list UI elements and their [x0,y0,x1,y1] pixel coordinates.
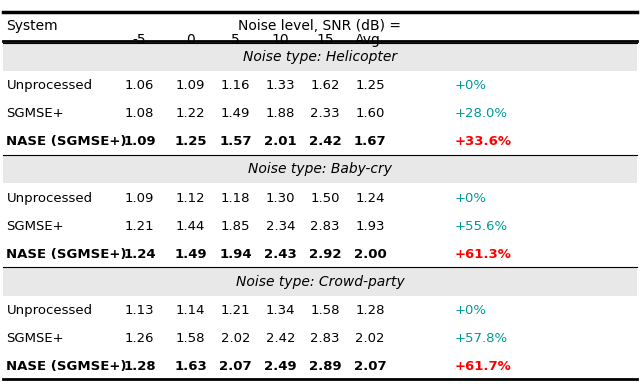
Text: 1.57: 1.57 [220,135,252,149]
Text: 2.07: 2.07 [354,360,386,373]
Text: +0%: +0% [454,191,486,205]
Text: 1.12: 1.12 [176,191,205,205]
Text: +61.3%: +61.3% [454,248,511,261]
Bar [3,155,637,183]
Text: 1.58: 1.58 [176,332,205,345]
Text: 2.34: 2.34 [266,220,295,233]
Text: 1.85: 1.85 [221,220,250,233]
Text: 2.01: 2.01 [264,135,296,149]
Text: +57.8%: +57.8% [454,332,508,345]
Text: 2.07: 2.07 [220,360,252,373]
Text: 1.93: 1.93 [355,220,385,233]
Text: NASE (SGMSE+): NASE (SGMSE+) [6,135,127,149]
Text: 2.02: 2.02 [221,332,250,345]
Text: 2.92: 2.92 [309,248,341,261]
Text: 1.67: 1.67 [354,135,386,149]
Text: 2.49: 2.49 [264,360,296,373]
Text: 1.94: 1.94 [220,248,252,261]
Text: Noise type: Crowd-party: Noise type: Crowd-party [236,275,404,289]
Text: 1.25: 1.25 [175,135,207,149]
Text: Unprocessed: Unprocessed [6,191,93,205]
Text: 2.42: 2.42 [266,332,295,345]
Text: 2.89: 2.89 [309,360,341,373]
Text: Avg.: Avg. [355,33,385,47]
Text: SGMSE+: SGMSE+ [6,107,64,121]
Text: 1.50: 1.50 [310,191,340,205]
Text: 2.00: 2.00 [353,248,387,261]
Text: 1.49: 1.49 [221,107,250,121]
Text: 1.06: 1.06 [125,79,154,92]
Text: 1.09: 1.09 [176,79,205,92]
Text: 1.62: 1.62 [310,79,340,92]
Text: 2.83: 2.83 [310,220,340,233]
Text: +55.6%: +55.6% [454,220,508,233]
Text: 1.63: 1.63 [174,360,207,373]
Text: 2.02: 2.02 [355,332,385,345]
Text: 5: 5 [231,33,240,47]
Text: 2.83: 2.83 [310,332,340,345]
Text: NASE (SGMSE+): NASE (SGMSE+) [6,360,127,373]
Text: 1.34: 1.34 [266,304,295,317]
Text: 10: 10 [271,33,289,47]
Text: 1.44: 1.44 [176,220,205,233]
Text: 1.14: 1.14 [176,304,205,317]
Text: 1.09: 1.09 [125,191,154,205]
Text: 1.28: 1.28 [355,304,385,317]
Text: 1.16: 1.16 [221,79,250,92]
Text: SGMSE+: SGMSE+ [6,220,64,233]
Text: System: System [6,19,58,33]
Text: 1.21: 1.21 [125,220,154,233]
Text: 1.13: 1.13 [125,304,154,317]
Text: Unprocessed: Unprocessed [6,79,93,92]
Text: 1.88: 1.88 [266,107,295,121]
Text: NASE (SGMSE+): NASE (SGMSE+) [6,248,127,261]
Text: 15: 15 [316,33,334,47]
Text: -5: -5 [132,33,147,47]
Text: 0: 0 [186,33,195,47]
Text: 1.33: 1.33 [266,79,295,92]
Text: 1.21: 1.21 [221,304,250,317]
Text: +0%: +0% [454,304,486,317]
Text: 2.43: 2.43 [264,248,297,261]
Text: 2.33: 2.33 [310,107,340,121]
Text: SGMSE+: SGMSE+ [6,332,64,345]
Text: 2.42: 2.42 [309,135,341,149]
Text: +0%: +0% [454,79,486,92]
Text: 1.08: 1.08 [125,107,154,121]
Text: Unprocessed: Unprocessed [6,304,93,317]
Text: +33.6%: +33.6% [454,135,511,149]
Text: 1.22: 1.22 [176,107,205,121]
Text: Noise level, SNR (dB) =: Noise level, SNR (dB) = [239,19,401,33]
Bar [3,268,637,296]
Text: 1.49: 1.49 [175,248,207,261]
Text: 1.28: 1.28 [124,360,156,373]
Text: 1.24: 1.24 [124,248,156,261]
Text: 1.58: 1.58 [310,304,340,317]
Text: 1.30: 1.30 [266,191,295,205]
Text: 1.26: 1.26 [125,332,154,345]
Text: +61.7%: +61.7% [454,360,511,373]
Text: +28.0%: +28.0% [454,107,508,121]
Text: Noise type: Helicopter: Noise type: Helicopter [243,50,397,64]
Bar [3,43,637,71]
Text: 1.18: 1.18 [221,191,250,205]
Text: 1.60: 1.60 [355,107,385,121]
Text: 1.09: 1.09 [124,135,156,149]
Text: 1.24: 1.24 [355,191,385,205]
Text: Noise type: Baby-cry: Noise type: Baby-cry [248,162,392,176]
Text: 1.25: 1.25 [355,79,385,92]
